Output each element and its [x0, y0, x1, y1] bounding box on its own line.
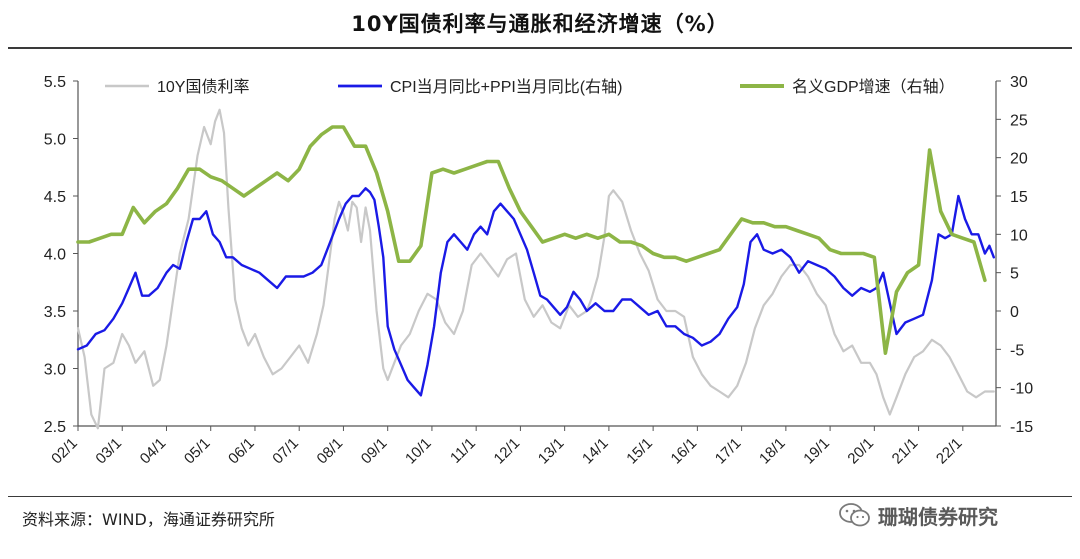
- x-tick-label: 08/1: [314, 435, 347, 468]
- footer-rule: [8, 496, 1072, 497]
- left-tick-label: 2.5: [44, 419, 66, 436]
- x-tick-label: 13/1: [535, 435, 568, 468]
- right-tick-label: -10: [1010, 381, 1033, 398]
- x-tick-label: 21/1: [889, 435, 922, 468]
- line-chart: 2.5 3.0 3.5 4.0 4.5 5.0 5.5 -15 -10 -5 0 5 10 15 20 25 3…: [44, 74, 1033, 467]
- series-line-2: [76, 187, 995, 397]
- x-tick-label: 09/1: [358, 435, 391, 468]
- left-tick-label: 5.5: [44, 74, 66, 91]
- x-tick-label: 06/1: [225, 435, 258, 468]
- x-tick-label: 20/1: [844, 435, 877, 468]
- x-tick-label: 07/1: [269, 435, 302, 468]
- right-tick-label: 15: [1010, 189, 1028, 206]
- x-tick-label: 14/1: [579, 435, 612, 468]
- wechat-icon: [839, 503, 870, 527]
- legend-label-2: CPI当月同比+PPI当月同比(右轴): [390, 78, 622, 96]
- watermark-text: 珊瑚债券研究: [878, 504, 998, 529]
- left-tick-label: 4.0: [44, 247, 66, 264]
- x-tick-label: 10/1: [402, 435, 435, 468]
- x-tick-label: 02/1: [48, 435, 81, 468]
- x-tick-label: 11/1: [447, 435, 479, 467]
- x-tick-label: 05/1: [181, 435, 214, 468]
- x-tick-label: 22/1: [933, 435, 966, 468]
- series-line-3: [76, 125, 987, 356]
- source-note: 资料来源：WIND，海通证券研究所: [22, 510, 275, 529]
- x-tick-label: 17/1: [712, 435, 745, 468]
- right-tick-label: 20: [1010, 151, 1028, 168]
- left-tick-label: 5.0: [44, 132, 66, 149]
- axes: 2.5 3.0 3.5 4.0 4.5 5.0 5.5 -15 -10 -5 0 5 10 15 20 25 3…: [44, 74, 1033, 467]
- x-tick-label: 03/1: [92, 435, 125, 468]
- x-tick-label: 12/1: [491, 435, 524, 468]
- chart-title: 10Y国债利率与通胀和经济增速（%）: [351, 12, 729, 36]
- right-tick-label: 10: [1010, 227, 1028, 244]
- x-tick-label: 18/1: [756, 435, 789, 468]
- left-tick-label: 3.0: [44, 362, 66, 379]
- watermark: 珊瑚债券研究: [838, 498, 998, 532]
- x-tick-label: 19/1: [800, 435, 833, 468]
- title-rule: [8, 47, 1072, 49]
- legend: 10Y国债利率 CPI当月同比+PPI当月同比(右轴) 名义GDP增速（右轴）: [105, 78, 955, 96]
- right-tick-label: -5: [1010, 342, 1024, 359]
- x-tick-label: 04/1: [137, 435, 170, 468]
- legend-label-3: 名义GDP增速（右轴）: [792, 78, 955, 96]
- left-tick-label: 3.5: [44, 304, 66, 321]
- right-tick-label: 0: [1010, 304, 1019, 321]
- right-tick-label: 25: [1010, 112, 1028, 129]
- x-tick-label: 16/1: [668, 435, 701, 468]
- right-tick-label: 30: [1010, 74, 1028, 91]
- right-tick-label: 5: [1010, 266, 1019, 283]
- right-tick-label: -15: [1010, 419, 1033, 436]
- left-tick-label: 4.5: [44, 189, 66, 206]
- legend-label-1: 10Y国债利率: [157, 78, 249, 96]
- series-layer: [76, 108, 995, 430]
- x-tick-label: 15/1: [623, 435, 656, 468]
- series-line-1: [76, 108, 995, 430]
